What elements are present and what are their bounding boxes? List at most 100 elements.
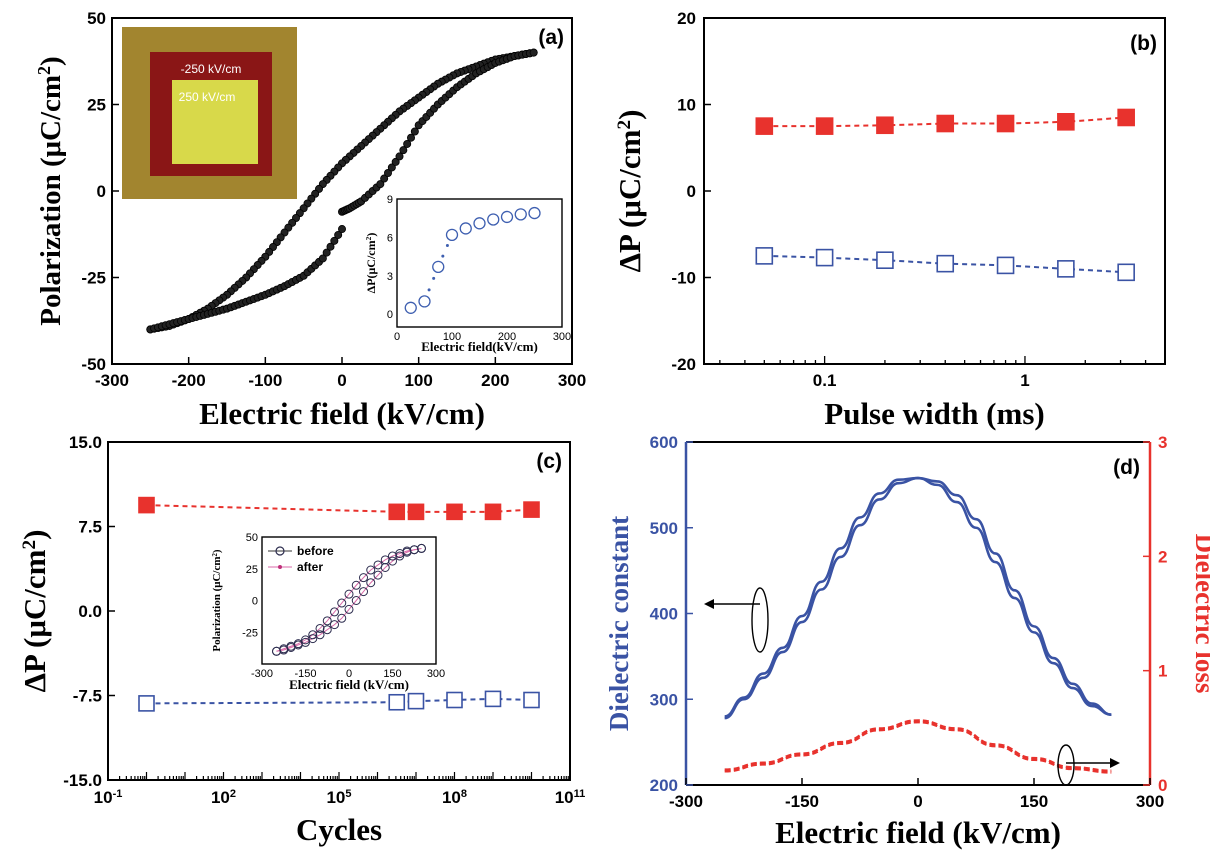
inset-before-point	[337, 613, 347, 623]
x-tick-label: 108	[442, 788, 467, 807]
inset-interp-dot	[441, 254, 445, 258]
inset-before-point	[272, 646, 281, 656]
inset-before-point	[395, 551, 405, 561]
inset-data-point	[500, 210, 514, 224]
y-right-axis-label: Dielectric loss	[1190, 534, 1210, 694]
inset-before-point	[409, 545, 419, 555]
data-point	[407, 503, 425, 521]
panel-label: (c)	[536, 450, 562, 473]
inset-y-tick-label: 9	[387, 194, 393, 206]
inset-chart-frame	[396, 198, 563, 328]
data-point	[484, 503, 502, 521]
inset-after-line	[276, 547, 422, 652]
inset-y-tick-label: 25	[246, 564, 258, 576]
data-point	[1117, 263, 1135, 282]
data-point	[391, 157, 400, 166]
data-point	[1057, 113, 1075, 131]
y-right-tick-label: 1	[1158, 662, 1167, 681]
y-tick-label: -7.5	[73, 687, 102, 706]
inset-before-point	[380, 562, 390, 572]
inset-before-point	[366, 565, 376, 575]
right-axis-indicator-ellipse	[1057, 744, 1075, 786]
inset-data-point	[514, 208, 527, 221]
inset-before-point	[373, 570, 383, 580]
data-point	[755, 117, 774, 135]
x-tick-label: -100	[248, 371, 282, 390]
inset-y-axis-label: Polarization (μC/cm2)	[211, 549, 223, 652]
left-axis-indicator-ellipse	[751, 587, 769, 653]
inset-y-tick-label: -25	[242, 627, 258, 639]
inset-before-point	[301, 637, 310, 647]
y-axis-label: Polarization (μC/cm2)	[34, 56, 67, 325]
x-tick-label: 100	[404, 371, 432, 390]
data-point	[138, 496, 155, 514]
inset-x-axis-label: Electric field(kV/cm)	[421, 339, 538, 354]
inset-before-point	[417, 543, 426, 553]
inset-data-point	[418, 295, 431, 308]
data-point	[815, 248, 834, 267]
inset-chart-frame	[261, 536, 437, 665]
inset-after-line	[276, 547, 422, 652]
inset-before-point	[315, 630, 325, 640]
right-axis-arrowhead	[1110, 758, 1120, 768]
panel-label: (a)	[538, 26, 564, 49]
series-line	[146, 697, 532, 705]
inset-before-point	[359, 573, 368, 583]
inset-y-tick-label: 6	[387, 232, 393, 244]
data-point	[318, 254, 327, 263]
inset-interp-dot	[445, 244, 449, 248]
data-point	[388, 503, 406, 521]
y-left-tick-label: 200	[650, 776, 678, 795]
data-point	[446, 503, 463, 521]
x-tick-label: 10-1	[94, 788, 123, 807]
inset-y-axis-label: ΔP(μC/cm2)	[364, 233, 379, 294]
y-tick-label: 7.5	[78, 518, 102, 537]
inset-data-point	[445, 228, 459, 241]
y-tick-label: 20	[677, 9, 696, 28]
data-point	[484, 690, 502, 708]
inset-x-tick-label: 100	[443, 331, 461, 343]
inset-legend-after: after	[297, 560, 323, 574]
x-axis-label: Cycles	[296, 812, 382, 847]
data-point	[388, 693, 406, 711]
inset-legend-marker-before	[275, 546, 285, 556]
inset-photo-label-top: -250 kV/cm	[181, 62, 242, 76]
y-tick-label: 50	[87, 9, 106, 28]
data-point	[1117, 108, 1135, 127]
x-tick-label: 1	[1020, 371, 1029, 390]
data-point	[380, 174, 389, 183]
series-line	[146, 504, 532, 513]
inset-before-point	[308, 630, 318, 640]
data-point	[755, 247, 774, 265]
data-point	[529, 48, 538, 57]
data-point	[876, 116, 894, 135]
y-tick-label: 0	[97, 182, 106, 201]
inset-data-point	[459, 222, 472, 235]
data-point	[815, 117, 834, 135]
data-point	[399, 146, 408, 155]
inset-interp-dot	[427, 288, 431, 292]
inset-x-tick-label: 0	[394, 331, 400, 343]
left-axis-arrowhead	[704, 599, 714, 609]
x-axis-label: Pulse width (ms)	[824, 396, 1044, 431]
inset-legend-before: before	[297, 544, 334, 558]
panel-d: -300 -150 0 150 300 200 300 400 500 600 0 1 2 3 Electr…	[604, 433, 1210, 850]
panel-label: (d)	[1113, 456, 1140, 479]
x-tick-label: 102	[211, 788, 236, 807]
x-axis-label: Electric field (kV/cm)	[775, 815, 1061, 850]
inset-data-point	[528, 206, 541, 220]
inset-y-tick-label: 0	[252, 596, 258, 608]
y-tick-label: -10	[671, 269, 696, 288]
x-tick-label: 300	[1136, 792, 1164, 811]
data-point	[322, 248, 331, 257]
inset-x-tick-label: 300	[427, 668, 445, 680]
y-tick-label: 25	[87, 96, 106, 115]
y-tick-label: -50	[81, 355, 106, 374]
data-point	[403, 139, 412, 148]
y-left-tick-label: 600	[650, 433, 678, 452]
inset-before-point	[344, 589, 354, 599]
y-left-tick-label: 500	[650, 519, 678, 538]
inset-before-point	[337, 598, 347, 608]
x-tick-label: -300	[669, 792, 703, 811]
panel-label: (b)	[1130, 32, 1157, 55]
